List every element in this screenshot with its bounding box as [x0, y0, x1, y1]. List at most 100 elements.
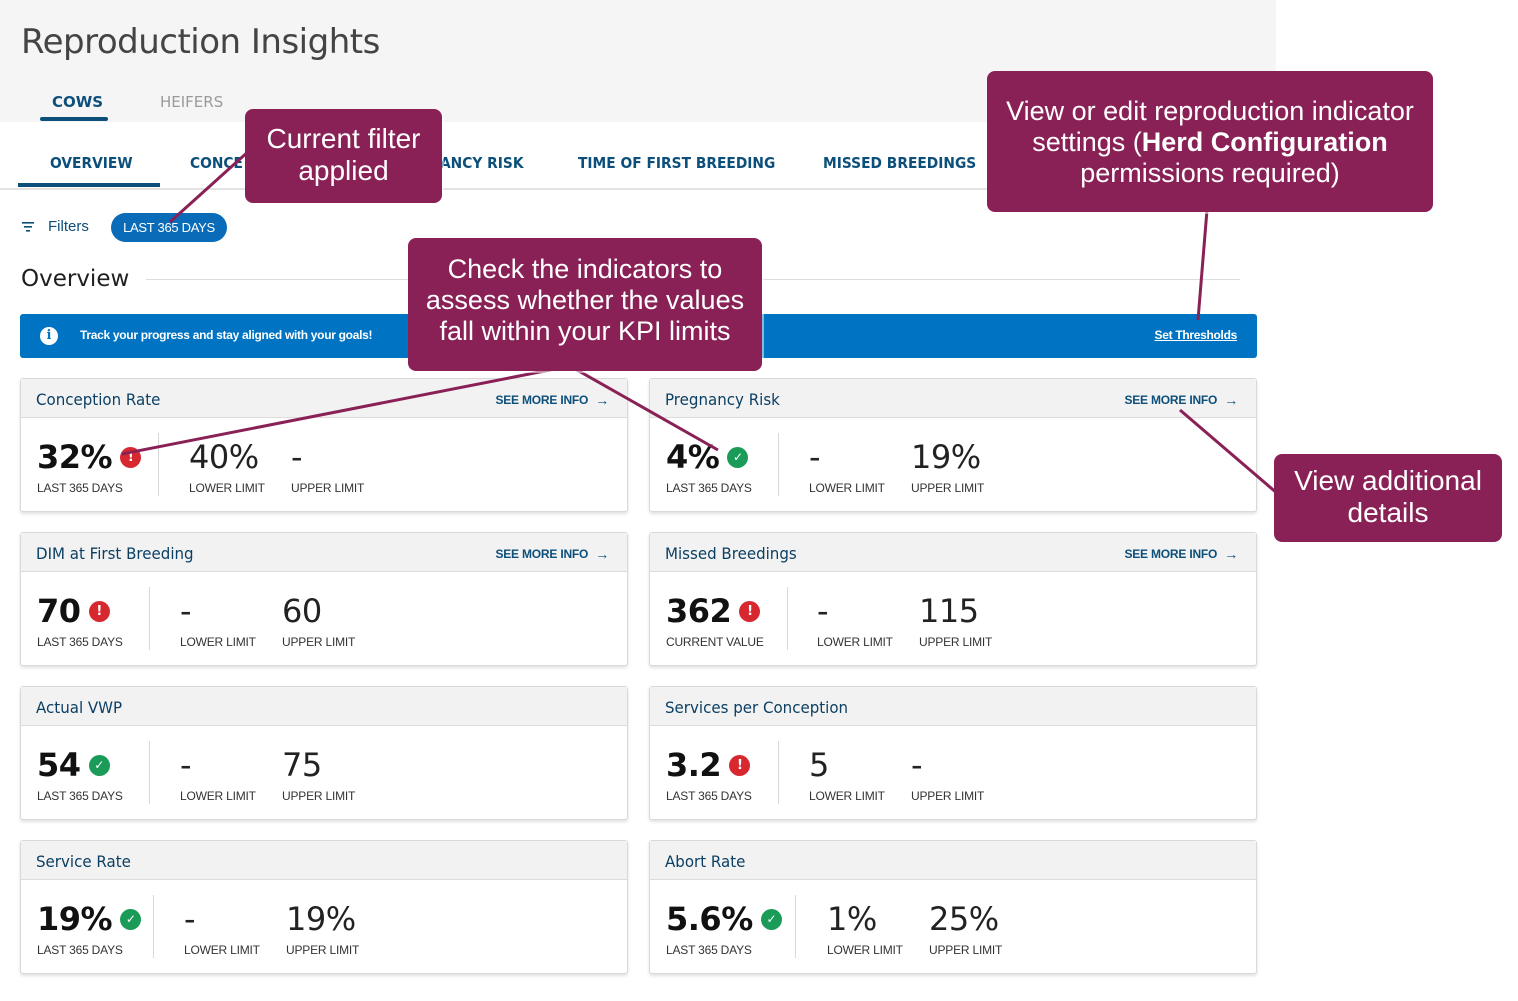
- current-value: 54: [37, 746, 81, 784]
- lower-limit-label: LOWER LIMIT: [180, 635, 256, 649]
- lower-limit-label: LOWER LIMIT: [184, 943, 260, 957]
- lower-limit-metric: - LOWER LIMIT: [180, 591, 256, 649]
- see-more-info-button[interactable]: SEE MORE INFO →: [1124, 392, 1238, 408]
- lower-limit-label: LOWER LIMIT: [189, 481, 265, 495]
- current-value: 362: [666, 592, 732, 630]
- upper-limit-metric: 60 UPPER LIMIT: [282, 591, 355, 649]
- lower-limit-metric: 1% LOWER LIMIT: [827, 899, 903, 957]
- upper-limit-label: UPPER LIMIT: [929, 943, 1003, 957]
- lower-limit-metric: - LOWER LIMIT: [184, 899, 260, 957]
- kpi-card-service-rate: Service Rate 19% ✓ LAST 365 DAYS - LOWER …: [20, 840, 628, 974]
- kpi-card-services-per-conception: Services per Conception 3.2! LAST 365 DA…: [649, 686, 1257, 820]
- see-more-label: SEE MORE INFO: [495, 547, 589, 561]
- lower-limit-label: LOWER LIMIT: [827, 943, 903, 957]
- lower-limit-label: LOWER LIMIT: [809, 481, 885, 495]
- see-more-label: SEE MORE INFO: [1124, 547, 1218, 561]
- callout-settings-line2b: Herd Configuration: [1141, 127, 1388, 157]
- kpi-card-dim-at-first-breeding: DIM at First Breeding SEE MORE INFO → 70!…: [20, 532, 628, 666]
- card-header: Service Rate: [21, 841, 627, 880]
- see-more-info-button[interactable]: SEE MORE INFO →: [495, 546, 609, 562]
- upper-limit-label: UPPER LIMIT: [291, 481, 365, 495]
- upper-limit-value: 75: [282, 746, 322, 784]
- callout-details-line2: details: [1347, 497, 1429, 528]
- leader-indicator-good: [569, 364, 719, 452]
- lower-limit-value: -: [817, 592, 829, 630]
- upper-limit-metric: 25% UPPER LIMIT: [929, 899, 1002, 957]
- upper-limit-label: UPPER LIMIT: [911, 789, 985, 803]
- filters-button[interactable]: Filters: [22, 218, 89, 235]
- check-circle-icon: ✓: [120, 908, 142, 930]
- metric-divider: [795, 895, 796, 958]
- callout-indicators-line1: Check the indicators to: [447, 254, 723, 284]
- kpi-card-missed-breedings: Missed Breedings SEE MORE INFO → 362! CUR…: [649, 532, 1257, 666]
- callout-filter-line1: Current filter: [266, 123, 421, 154]
- metric-divider: [787, 587, 788, 650]
- callout-herd-configuration: View or edit reproduction indicator sett…: [987, 71, 1433, 212]
- upper-limit-label: UPPER LIMIT: [911, 481, 985, 495]
- card-header: Pregnancy Risk SEE MORE INFO →: [650, 379, 1256, 418]
- tab-missed-breedings[interactable]: MISSED BREEDINGS: [823, 154, 977, 172]
- sub-tab-bar: OVERVIEW CONCE ANCY RISK TIME OF FIRST B…: [0, 122, 1276, 190]
- callout-filter-line2: applied: [298, 155, 389, 186]
- tab-overview[interactable]: OVERVIEW: [50, 154, 133, 172]
- current-metric: 4% ✓ LAST 365 DAYS: [666, 437, 752, 495]
- page-title: Reproduction Insights: [21, 22, 380, 62]
- current-metric: 70! LAST 365 DAYS: [37, 591, 123, 649]
- lower-limit-metric: - LOWER LIMIT: [817, 591, 893, 649]
- upper-limit-metric: 75 UPPER LIMIT: [282, 745, 355, 803]
- card-header: Actual VWP: [21, 687, 627, 726]
- upper-limit-value: 19%: [286, 900, 356, 938]
- tab-heifers[interactable]: HEIFERS: [160, 93, 224, 111]
- set-thresholds-link[interactable]: Set Thresholds: [1154, 328, 1238, 342]
- tab-time-of-first-breeding[interactable]: TIME OF FIRST BREEDING: [578, 154, 776, 172]
- card-title: Service Rate: [36, 852, 131, 871]
- arrow-right-icon: →: [1224, 392, 1238, 408]
- arrow-right-icon: →: [595, 546, 609, 562]
- metric-divider: [778, 741, 779, 804]
- exclamation-circle-icon: !: [729, 754, 751, 776]
- current-metric: 5.6% ✓ LAST 365 DAYS: [666, 899, 782, 957]
- metric-divider: [153, 895, 154, 958]
- see-more-info-button[interactable]: SEE MORE INFO →: [1124, 546, 1238, 562]
- upper-limit-label: UPPER LIMIT: [286, 943, 360, 957]
- upper-limit-value: 19%: [911, 438, 981, 476]
- upper-limit-value: -: [291, 438, 303, 476]
- lower-limit-value: 5: [809, 746, 829, 784]
- card-title: Pregnancy Risk: [665, 390, 780, 409]
- upper-limit-metric: 19% UPPER LIMIT: [911, 437, 984, 495]
- card-header: DIM at First Breeding SEE MORE INFO →: [21, 533, 627, 572]
- leader-filter: [168, 148, 252, 224]
- card-header: Services per Conception: [650, 687, 1256, 726]
- check-circle-icon: ✓: [727, 446, 749, 468]
- lower-limit-value: -: [184, 900, 196, 938]
- see-more-info-button[interactable]: SEE MORE INFO →: [495, 392, 609, 408]
- tab-pregnancy-risk[interactable]: ANCY RISK: [440, 154, 524, 172]
- callout-additional-details: View additional details: [1274, 454, 1502, 542]
- check-circle-icon: ✓: [760, 908, 782, 930]
- upper-limit-value: 115: [919, 592, 979, 630]
- see-more-label: SEE MORE INFO: [1124, 393, 1218, 407]
- current-value: 19%: [37, 900, 113, 938]
- current-value: 32%: [37, 438, 113, 476]
- callout-indicators-line2: assess whether the values: [425, 285, 745, 315]
- exclamation-circle-icon: !: [88, 600, 110, 622]
- filter-chip-last-365-days[interactable]: LAST 365 DAYS: [111, 213, 227, 242]
- info-icon: i: [40, 327, 58, 345]
- section-title: Overview: [21, 266, 130, 292]
- card-title: Missed Breedings: [665, 544, 797, 563]
- lower-limit-value: 40%: [189, 438, 259, 476]
- lower-limit-label: LOWER LIMIT: [809, 789, 885, 803]
- upper-limit-label: UPPER LIMIT: [919, 635, 993, 649]
- card-title: Actual VWP: [36, 698, 123, 717]
- current-metric: 362! CURRENT VALUE: [666, 591, 764, 649]
- upper-limit-value: 60: [282, 592, 322, 630]
- kpi-card-actual-vwp: Actual VWP 54 ✓ LAST 365 DAYS - LOWER LIM…: [20, 686, 628, 820]
- upper-limit-metric: 115 UPPER LIMIT: [919, 591, 992, 649]
- card-title: Abort Rate: [665, 852, 746, 871]
- metric-divider: [158, 433, 159, 496]
- tab-cows[interactable]: COWS: [52, 93, 104, 111]
- arrow-right-icon: →: [1224, 546, 1238, 562]
- upper-limit-metric: - UPPER LIMIT: [911, 745, 984, 803]
- metric-divider: [778, 433, 779, 496]
- kpi-card-conception-rate: Conception Rate SEE MORE INFO → 32%! LAST…: [20, 378, 628, 512]
